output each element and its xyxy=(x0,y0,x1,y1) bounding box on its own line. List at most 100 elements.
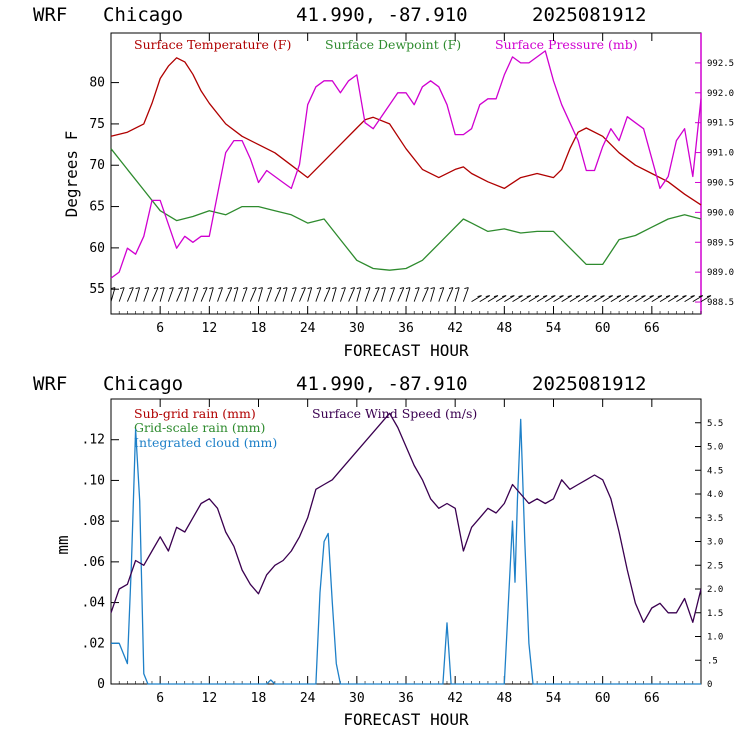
wind-barb xyxy=(167,287,174,302)
wind-barb xyxy=(200,287,208,302)
wind-barb-flag xyxy=(674,295,679,298)
wind-barb-flag xyxy=(464,287,469,290)
wind-barb-flag xyxy=(307,287,312,290)
wind-barb-flag xyxy=(608,295,613,298)
x-tick-label: 54 xyxy=(546,691,562,706)
y2-tick-label: 1.5 xyxy=(707,609,723,619)
wind-barb xyxy=(627,295,638,302)
x-tick-label: 66 xyxy=(644,691,660,706)
panel2-run: 2025081912 xyxy=(532,373,646,395)
wind-barb xyxy=(356,287,362,302)
wind-barb-flag xyxy=(193,287,199,290)
wind-barb xyxy=(561,295,572,302)
x-tick-label: 42 xyxy=(447,691,463,706)
wind-barb xyxy=(413,287,420,302)
y2-tick-label: 988.5 xyxy=(707,298,734,308)
wind-barb xyxy=(495,295,507,302)
wind-barb-flag xyxy=(267,287,272,290)
panel2-series xyxy=(110,412,702,685)
panel2-ylabel: mm xyxy=(53,535,72,554)
legend-temperature: Surface Temperature (F) xyxy=(134,37,291,52)
legend-dewpoint: Surface Dewpoint (F) xyxy=(325,37,461,52)
y2-tick-label: 992.5 xyxy=(707,59,734,69)
wind-barb-flag xyxy=(227,287,232,290)
wind-barb xyxy=(405,287,411,302)
wind-barb xyxy=(389,287,396,302)
wind-barb xyxy=(249,287,257,302)
wind-barb xyxy=(380,287,386,302)
wind-barb-flag xyxy=(405,287,411,290)
y2-tick-label: 3.5 xyxy=(707,514,723,524)
panel2-axes: 6 12 18 24 30 36 42 48 54 60 66 0 .02 .04 .06 .08 .10 .12… xyxy=(82,399,723,706)
x-tick-label: 6 xyxy=(156,321,164,336)
panel2-model: WRF xyxy=(33,373,67,395)
wind-barb-flag xyxy=(129,287,134,290)
wind-barb-flag xyxy=(493,295,499,298)
y-tick-label: 60 xyxy=(89,241,105,256)
y-tick-label: .04 xyxy=(82,596,106,611)
y-tick-label: 65 xyxy=(89,200,105,215)
wind-barb xyxy=(479,295,490,302)
wind-barb-flag xyxy=(292,287,297,290)
wind-barb-flag xyxy=(120,287,125,290)
wind-barb-flag xyxy=(184,287,189,290)
x-tick-label: 30 xyxy=(349,691,365,706)
wind-barb xyxy=(307,287,313,302)
wind-barb-flag xyxy=(381,287,386,290)
wind-barb-flag xyxy=(325,287,331,290)
wind-barb xyxy=(331,287,337,302)
legend-pressure: Surface Pressure (mb) xyxy=(495,37,638,52)
wind-barb-flag xyxy=(448,287,454,290)
wind-barb-flag xyxy=(477,295,482,298)
panel1-ylabel: Degrees F xyxy=(62,131,81,218)
wind-barb-flag xyxy=(218,287,223,290)
wind-barb xyxy=(348,287,356,302)
x-tick-label: 24 xyxy=(300,321,316,336)
y2-tick-label: 0 xyxy=(707,680,712,690)
y-tick-label: 55 xyxy=(89,282,105,297)
wind-barb xyxy=(651,295,663,302)
y-tick-label: .02 xyxy=(82,636,105,651)
wind-barb-flag xyxy=(375,287,380,290)
wind-barb xyxy=(545,295,556,302)
legend-integrated-cloud: Integrated cloud (mm) xyxy=(134,435,277,450)
wind-barb-flag xyxy=(153,287,159,290)
y2-tick-label: 3.0 xyxy=(707,538,723,548)
wind-barb xyxy=(364,287,371,302)
wind-barb xyxy=(438,287,445,302)
wind-barb-flag xyxy=(657,295,662,298)
panel2-location: Chicago xyxy=(103,373,183,395)
wind-barb xyxy=(282,287,288,302)
wind-barb xyxy=(577,295,589,302)
y-tick-label: 0 xyxy=(97,677,105,692)
wind-barb xyxy=(487,295,499,302)
series-line-surface-pressure-mb xyxy=(110,50,702,279)
x-tick-label: 42 xyxy=(447,321,463,336)
wind-barb xyxy=(192,287,199,302)
wind-barb xyxy=(684,295,695,302)
wind-barb-flag xyxy=(641,295,646,298)
wind-barb-flag xyxy=(534,295,540,298)
y2-tick-label: 4.5 xyxy=(707,466,723,476)
wind-barb xyxy=(225,287,233,302)
wind-barb xyxy=(520,295,531,302)
y-tick-label: 75 xyxy=(89,117,105,132)
wind-barb-flag xyxy=(350,287,355,290)
wind-barb xyxy=(635,295,646,302)
series-line-surface-temperature-f xyxy=(110,57,702,206)
wind-barb-flag xyxy=(430,287,435,290)
wind-barb xyxy=(512,295,523,302)
y-tick-label: 80 xyxy=(89,76,105,91)
wind-barb xyxy=(610,295,622,302)
y2-tick-label: 989.5 xyxy=(707,238,734,248)
wind-barb-flag xyxy=(135,287,140,290)
wind-barb xyxy=(274,287,282,302)
wind-barb-flag xyxy=(439,287,444,290)
wind-barb-flag xyxy=(455,287,460,290)
wind-barb-flag xyxy=(583,295,589,298)
wind-barb xyxy=(159,287,165,302)
wind-barb xyxy=(659,295,671,302)
wind-barb-flag xyxy=(276,287,281,290)
x-tick-label: 54 xyxy=(546,321,562,336)
y-tick-label: 70 xyxy=(89,158,105,173)
